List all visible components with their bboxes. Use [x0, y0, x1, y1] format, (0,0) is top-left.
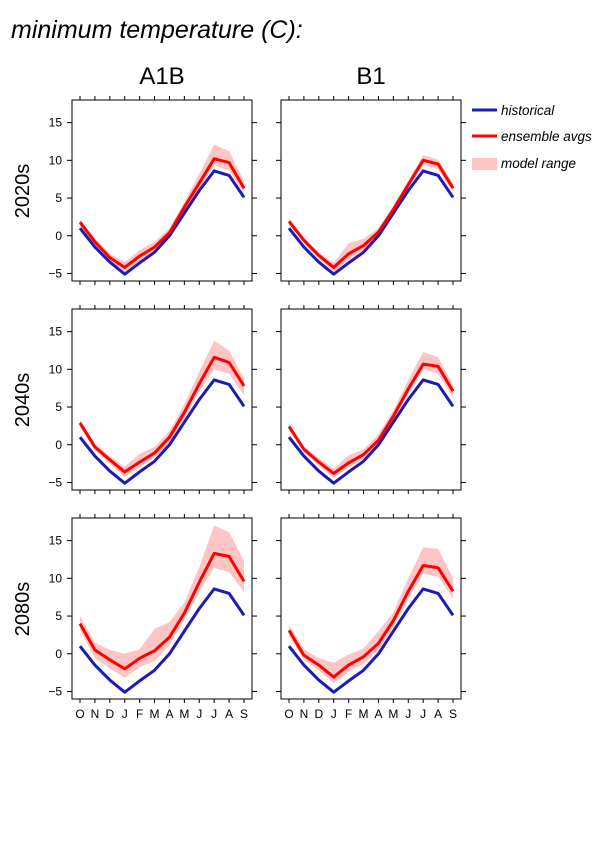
panel-frame	[71, 517, 253, 700]
y-tick-label: 10	[49, 362, 63, 376]
panel-2040s-b1	[276, 305, 466, 494]
row-title-2040s: 2040s	[12, 373, 34, 428]
ensemble-line	[287, 158, 455, 269]
y-tick-label: −5	[48, 475, 62, 489]
y-tick-label: 0	[55, 647, 62, 661]
column-title-b1: B1	[356, 63, 385, 90]
main-title: minimum temperature (C):	[11, 16, 303, 44]
x-tick-label: J	[331, 707, 337, 721]
x-tick-label: D	[314, 707, 323, 721]
y-tick-label: 0	[55, 229, 62, 243]
historical-line	[287, 587, 455, 694]
ensemble-line	[287, 362, 455, 475]
model-range-band	[289, 155, 453, 272]
historical-line	[78, 169, 246, 276]
y-tick-label: 15	[49, 325, 63, 339]
x-tick-label: F	[136, 707, 143, 721]
y-tick-label: 15	[49, 534, 63, 548]
x-tick-label: J	[196, 707, 202, 721]
model-range-band	[289, 547, 453, 684]
x-tick-label: O	[284, 707, 293, 721]
ensemble-line	[287, 564, 455, 679]
panel-frame	[280, 99, 462, 282]
x-tick-label: D	[105, 707, 114, 721]
legend: historical ensemble avgs model range	[472, 103, 592, 171]
panel-frame	[280, 517, 462, 700]
y-tick-label: 5	[55, 191, 62, 205]
x-tick-label: F	[345, 707, 352, 721]
row-title-2020s: 2020s	[12, 164, 34, 219]
ensemble-line	[78, 157, 246, 269]
legend-label-range: model range	[501, 156, 576, 171]
ensemble-line	[78, 355, 246, 474]
panel-frame	[71, 99, 253, 282]
x-tick-label: J	[211, 707, 217, 721]
y-tick-label: 15	[49, 116, 63, 130]
x-tick-label: A	[165, 707, 173, 721]
panel-2040s-a1b: −5 0 5 10 15	[48, 305, 257, 494]
x-tick-label: N	[91, 707, 100, 721]
x-tick-label: M	[150, 707, 160, 721]
y-tick-label: 10	[49, 571, 63, 585]
x-tick-label: A	[434, 707, 442, 721]
y-tick-label: 5	[55, 609, 62, 623]
x-tick-label: J	[122, 707, 128, 721]
model-range-band	[80, 525, 244, 678]
x-tick-label: S	[449, 707, 457, 721]
panel-2020s-a1b: −5 0 5 10 15	[48, 96, 257, 285]
panel-frame	[280, 308, 462, 491]
ensemble-line	[78, 551, 246, 671]
row-title-2080s: 2080s	[12, 582, 34, 637]
legend-swatch-range	[472, 158, 497, 170]
historical-line	[287, 169, 455, 276]
x-tick-label: M	[179, 707, 189, 721]
historical-line	[287, 378, 455, 485]
x-tick-label: N	[300, 707, 309, 721]
x-tick-label: J	[420, 707, 426, 721]
y-tick-label: −5	[48, 684, 62, 698]
legend-label-historical: historical	[501, 103, 555, 118]
panel-2020s-b1	[276, 96, 466, 285]
legend-label-ensemble: ensemble avgs	[501, 129, 592, 144]
y-tick-label: 10	[49, 153, 63, 167]
x-tick-label: J	[405, 707, 411, 721]
historical-line	[78, 378, 246, 485]
x-tick-label: A	[374, 707, 382, 721]
x-tick-label: S	[240, 707, 248, 721]
x-tick-label: M	[359, 707, 369, 721]
x-tick-label: A	[225, 707, 233, 721]
column-title-a1b: A1B	[139, 63, 184, 90]
x-tick-label: M	[388, 707, 398, 721]
panel-frame	[71, 308, 253, 491]
y-tick-label: −5	[48, 266, 62, 280]
historical-line	[78, 587, 246, 694]
x-tick-label: O	[75, 707, 84, 721]
y-tick-label: 0	[55, 438, 62, 452]
y-tick-label: 5	[55, 400, 62, 414]
